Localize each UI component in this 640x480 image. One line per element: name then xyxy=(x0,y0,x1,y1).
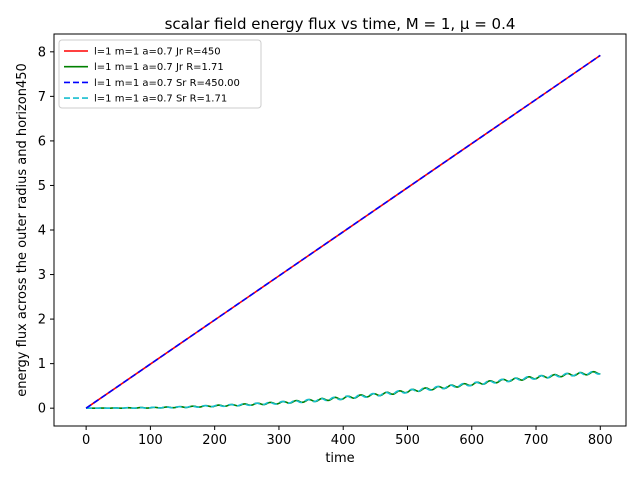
legend-entry: l=1 m=1 a=0.7 Sr R=450.00 xyxy=(94,78,240,89)
series-line xyxy=(86,370,601,409)
y-tick-label: 5 xyxy=(38,179,46,194)
y-tick-label: 1 xyxy=(38,357,46,372)
y-tick-label: 3 xyxy=(38,268,46,283)
legend-entry: l=1 m=1 a=0.7 Jr R=1.71 xyxy=(94,62,224,73)
x-axis-label: time xyxy=(325,451,354,466)
y-tick-label: 6 xyxy=(38,134,46,149)
x-tick-label: 600 xyxy=(459,433,484,448)
x-axis: 0 100 200 300 400 500 600 700 800 xyxy=(82,426,613,448)
x-tick-label: 300 xyxy=(267,433,292,448)
legend-box xyxy=(58,39,262,109)
legend-entry: l=1 m=1 a=0.7 Jr R=450 xyxy=(94,47,221,58)
x-tick-label: 800 xyxy=(588,433,613,448)
series-line xyxy=(85,54,601,409)
legend-entry: l=1 m=1 a=0.7 Sr R=1.71 xyxy=(94,94,227,105)
x-tick-label: 200 xyxy=(202,433,227,448)
legend: l=1 m=1 a=0.7 Jr R=450 l=1 m=1 a=0.7 Jr R… xyxy=(58,39,262,109)
x-tick-label: 100 xyxy=(138,433,163,448)
y-axis: 0 1 2 3 4 5 6 7 8 xyxy=(38,45,54,417)
y-tick-label: 0 xyxy=(38,402,46,417)
y-tick-label: 2 xyxy=(38,313,46,328)
x-tick-label: 700 xyxy=(524,433,549,448)
x-tick-label: 0 xyxy=(82,433,90,448)
y-tick-label: 4 xyxy=(38,224,46,239)
series-line xyxy=(86,370,601,410)
y-axis-label: energy flux across the outer radius and … xyxy=(15,63,30,397)
x-tick-label: 500 xyxy=(395,433,420,448)
chart-title: scalar field energy flux vs time, M = 1,… xyxy=(165,15,516,33)
y-tick-label: 7 xyxy=(38,90,46,105)
x-tick-label: 400 xyxy=(331,433,356,448)
plot-area xyxy=(85,54,601,410)
y-tick-label: 8 xyxy=(38,45,46,60)
